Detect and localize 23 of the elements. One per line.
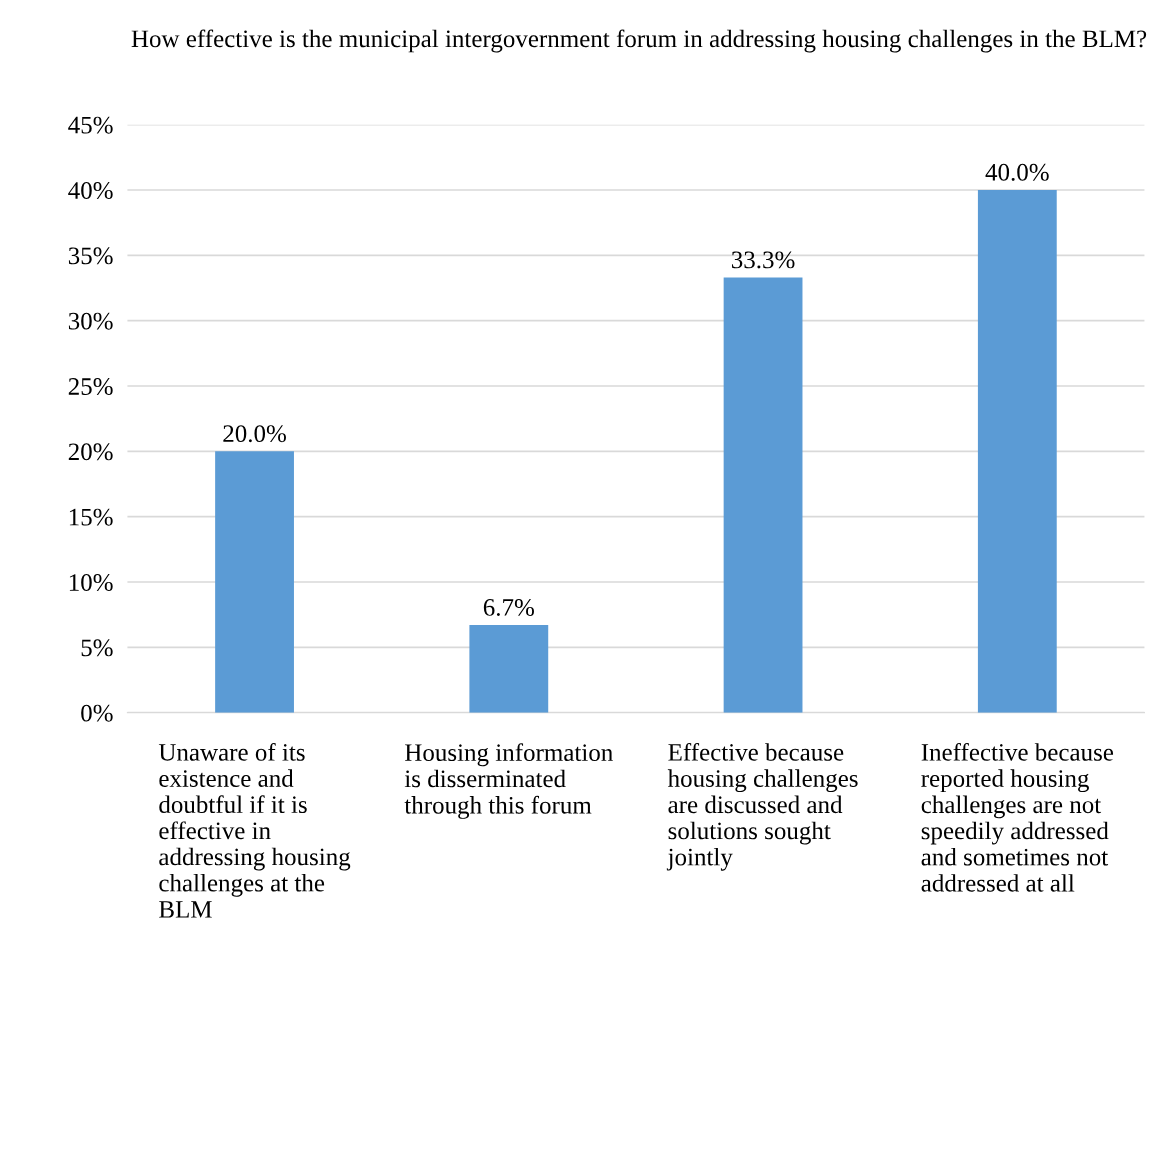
- data-label: 6.7%: [483, 598, 534, 616]
- y-tick-label: 40%: [68, 182, 113, 199]
- bar: [723, 277, 803, 713]
- y-tick-label: 0%: [81, 704, 113, 722]
- bar: [215, 451, 294, 713]
- x-tick-label: Unaware of its existence and doubtful if it is effective in addressing housing challenges at the BLM: [158, 742, 351, 918]
- x-tick-label: Housing information is disserminated through this forum: [404, 743, 613, 819]
- data-label: 20.0%: [223, 425, 286, 443]
- y-tick-label: 35%: [68, 247, 113, 265]
- chart-title: How effective is the municipal intergovernment forum in addressing housing challenges in the BLM?: [131, 29, 1147, 53]
- y-tick-label: 30%: [68, 312, 113, 330]
- data-label: 33.3%: [731, 251, 795, 269]
- y-tick-label: 10%: [69, 574, 113, 591]
- bar: [469, 625, 549, 713]
- x-tick-label: Effective because housing challenges are discussed and solutions sought jointly: [666, 742, 858, 871]
- data-label: 40.0%: [985, 163, 1049, 181]
- y-tick-label: 15%: [69, 508, 113, 526]
- bar: [977, 189, 1057, 713]
- x-tick-label: Ineffective because reported housing challenges are not speedily addressed and sometimes not addressed at all: [921, 742, 1114, 892]
- y-tick-label: 20%: [68, 443, 113, 461]
- y-tick-label: 25%: [68, 378, 113, 395]
- y-tick-label: 45%: [68, 116, 113, 134]
- y-tick-label: 5%: [81, 639, 113, 657]
